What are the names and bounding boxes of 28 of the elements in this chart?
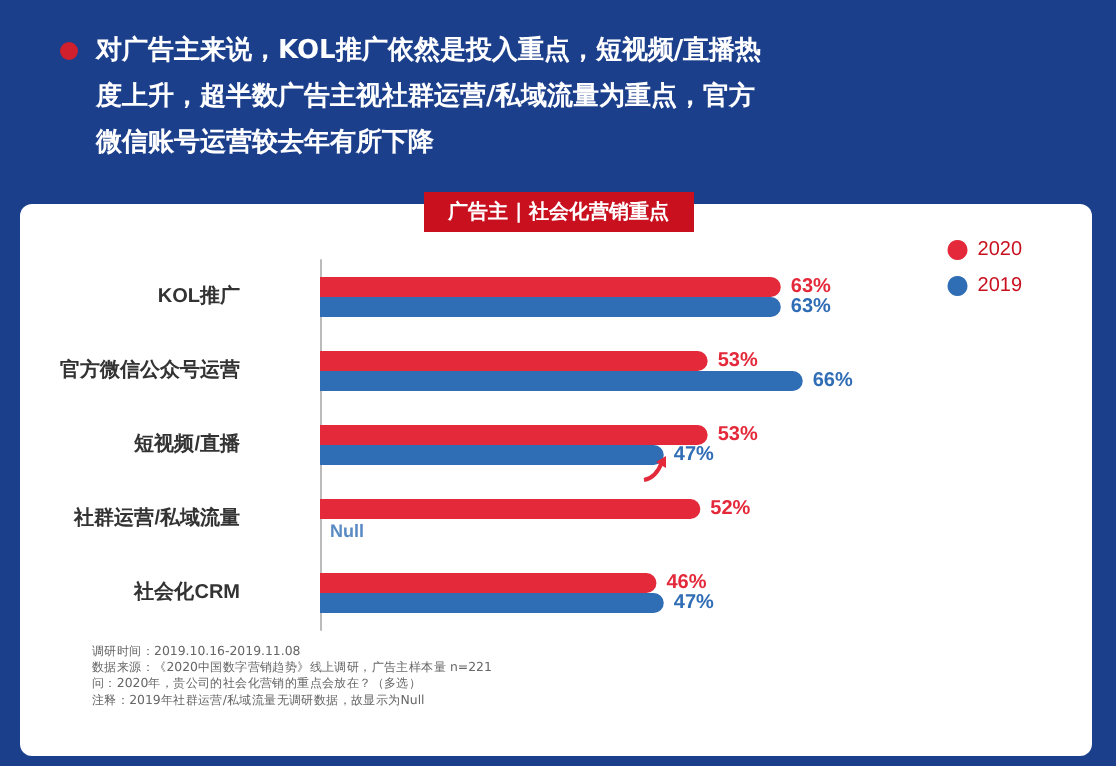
- y-tick-label: 社群运营/私域流量: [72, 506, 240, 530]
- bar: [320, 593, 664, 613]
- chart-title: 对广告主来说，KOL推广依然是投入重点，短视频/直播热度上升，超半数广告主视社群运营/私域流量为重点，官方微信账号运营较去年有所下降: [96, 33, 764, 162]
- bar: [320, 445, 664, 465]
- bar: [320, 277, 781, 297]
- y-tick-label: 官方微信公众号运营: [60, 358, 240, 382]
- data-label: 53%: [717, 424, 758, 446]
- bar: [320, 351, 708, 371]
- data-label: 66%: [812, 370, 853, 392]
- data-label: 63%: [790, 296, 832, 318]
- y-tick-label: 社会化CRM: [132, 580, 240, 604]
- legend-label: 2019: [977, 275, 1023, 297]
- bar: [320, 425, 708, 445]
- chart-subtitle: 广告主 | 社会化营销重点: [424, 192, 694, 232]
- legend-label: 2020: [977, 239, 1023, 261]
- data-label: 53%: [717, 350, 758, 372]
- text: Null: [330, 521, 364, 541]
- data-label: 47%: [673, 592, 715, 614]
- bar: [320, 499, 701, 519]
- bar: [320, 297, 781, 317]
- data-label: 52%: [710, 498, 751, 520]
- bar: [320, 371, 803, 391]
- data-label: 46%: [666, 572, 707, 594]
- y-tick-label: KOL推广: [157, 284, 240, 308]
- data-label: 63%: [790, 276, 832, 298]
- bar: [320, 573, 657, 593]
- data-label: 47%: [673, 444, 715, 466]
- y-tick-label: 短视频/直播: [132, 432, 242, 456]
